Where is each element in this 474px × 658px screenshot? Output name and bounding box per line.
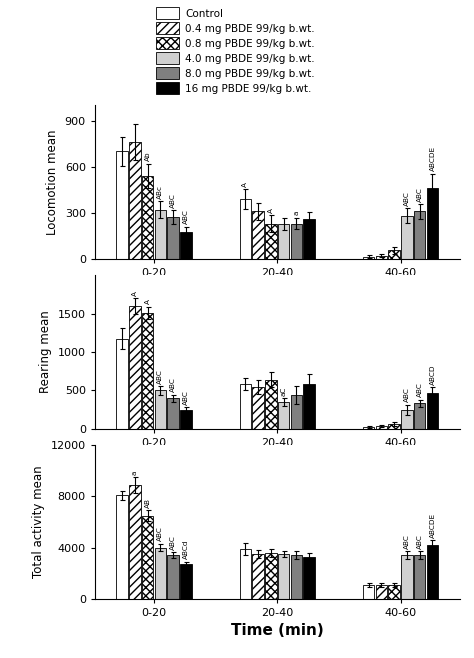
Text: ABCDE: ABCDE [429,146,436,171]
Bar [389,586,400,599]
Bar [142,313,154,429]
Text: a: a [132,470,138,475]
Text: ABC: ABC [170,378,176,392]
Bar [240,384,251,429]
Text: ABCDE: ABCDE [429,513,436,538]
Text: aC: aC [281,387,287,396]
Y-axis label: Total activity mean: Total activity mean [32,466,45,578]
Bar [240,199,251,259]
Bar [303,219,315,259]
Y-axis label: Locomotion mean: Locomotion mean [46,129,59,235]
Bar [180,411,191,429]
Bar [401,216,413,259]
Bar [253,554,264,599]
Text: A: A [145,299,151,305]
Bar [265,553,277,599]
Text: ABC: ABC [157,526,164,542]
Bar [129,306,141,429]
Bar [427,393,438,429]
Bar [155,210,166,259]
Bar [253,211,264,259]
Bar [376,426,387,429]
Text: AB: AB [145,498,151,508]
Text: ABC: ABC [404,191,410,206]
Bar [414,555,426,599]
Bar [303,384,315,429]
Bar [376,256,387,259]
Text: A: A [132,291,138,296]
Bar [142,176,154,259]
Bar [303,557,315,599]
Bar [291,395,302,429]
Bar [265,224,277,259]
Text: ABC: ABC [404,534,410,549]
Bar [427,188,438,259]
Text: A: A [242,182,248,187]
Bar [117,495,128,599]
Bar [167,399,179,429]
Bar [167,217,179,259]
Text: ABC: ABC [417,187,423,201]
Text: ABC: ABC [157,368,164,384]
X-axis label: Time (min): Time (min) [231,623,324,638]
Bar [155,390,166,429]
Bar [376,586,387,599]
Text: a: a [293,211,300,215]
Bar [414,211,426,259]
Text: ABC: ABC [183,390,189,405]
Bar [142,516,154,599]
Bar [253,388,264,429]
Text: ABC: ABC [170,193,176,208]
Bar [117,151,128,259]
Bar [278,554,290,599]
Bar [291,555,302,599]
Y-axis label: Rearing mean: Rearing mean [39,311,52,393]
Bar [363,257,374,259]
Text: Ab: Ab [145,152,151,161]
Text: ABC: ABC [170,535,176,550]
Bar [291,224,302,259]
Bar [180,232,191,259]
Bar [167,555,179,599]
Bar [401,555,413,599]
Text: ABC: ABC [417,382,423,397]
Bar [180,564,191,599]
Bar [265,380,277,429]
Text: ABC: ABC [417,534,423,549]
Bar [401,409,413,429]
Text: ABCD: ABCD [429,365,436,385]
Bar [117,339,128,429]
Text: ABC: ABC [183,209,189,224]
Bar [278,402,290,429]
Bar [240,549,251,599]
Legend: Control, 0.4 mg PBDE 99/kg b.wt., 0.8 mg PBDE 99/kg b.wt., 4.0 mg PBDE 99/kg b.w: Control, 0.4 mg PBDE 99/kg b.wt., 0.8 mg… [152,3,319,98]
Bar [363,585,374,599]
Bar [414,403,426,429]
Bar [278,224,290,259]
Bar [389,250,400,259]
Bar [389,424,400,429]
Bar [363,427,374,429]
Bar [427,545,438,599]
Bar [155,547,166,599]
Bar [129,142,141,259]
Text: ABc: ABc [157,185,164,199]
Text: ABCd: ABCd [183,540,189,559]
Bar [129,485,141,599]
Text: A: A [268,208,274,213]
Text: ABC: ABC [404,388,410,402]
